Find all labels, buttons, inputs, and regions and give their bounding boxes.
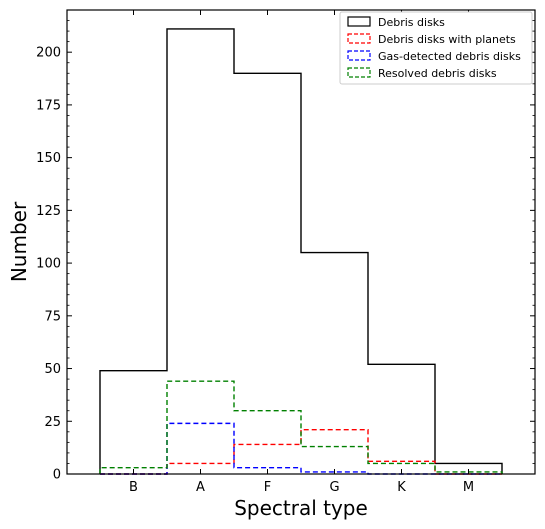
y-tick-label: 125 xyxy=(36,204,61,219)
x-tick-label: K xyxy=(397,480,406,495)
legend-swatch xyxy=(347,50,371,61)
x-axis-title: Spectral type xyxy=(234,496,368,520)
series-line-4 xyxy=(99,380,503,474)
series-line-1 xyxy=(99,28,503,474)
ticks-layer: 0 25 50 75 100 125 150 175 200 B A F G K M xyxy=(36,10,535,495)
y-tick-label: 25 xyxy=(44,415,61,430)
x-tick-label: A xyxy=(196,480,205,495)
legend-swatch xyxy=(347,33,371,44)
x-tick-label: G xyxy=(329,480,339,495)
y-tick-label: 200 xyxy=(36,46,61,61)
legend-label: Gas-detected debris disks xyxy=(378,50,521,63)
series-layer xyxy=(99,28,503,475)
legend-swatch xyxy=(347,67,371,78)
y-tick-label: 150 xyxy=(36,151,61,166)
legend-label: Resolved debris disks xyxy=(378,67,497,80)
y-tick-label: 100 xyxy=(36,257,61,272)
y-tick-label: 175 xyxy=(36,98,61,113)
legend-box xyxy=(339,11,533,85)
y-tick-label: 0 xyxy=(53,468,61,483)
x-tick-label: F xyxy=(264,480,271,495)
legend: Debris disks Debris disks with planets Gas… xyxy=(339,11,533,85)
x-tick-label: M xyxy=(463,480,474,495)
y-tick-label: 50 xyxy=(44,362,61,377)
legend-label: Debris disks with planets xyxy=(378,33,516,46)
legend-label: Debris disks xyxy=(378,16,445,29)
y-axis-title: Number xyxy=(7,201,31,282)
x-tick-label: B xyxy=(129,480,138,495)
y-tick-label: 75 xyxy=(44,309,61,324)
legend-swatch xyxy=(347,16,371,27)
